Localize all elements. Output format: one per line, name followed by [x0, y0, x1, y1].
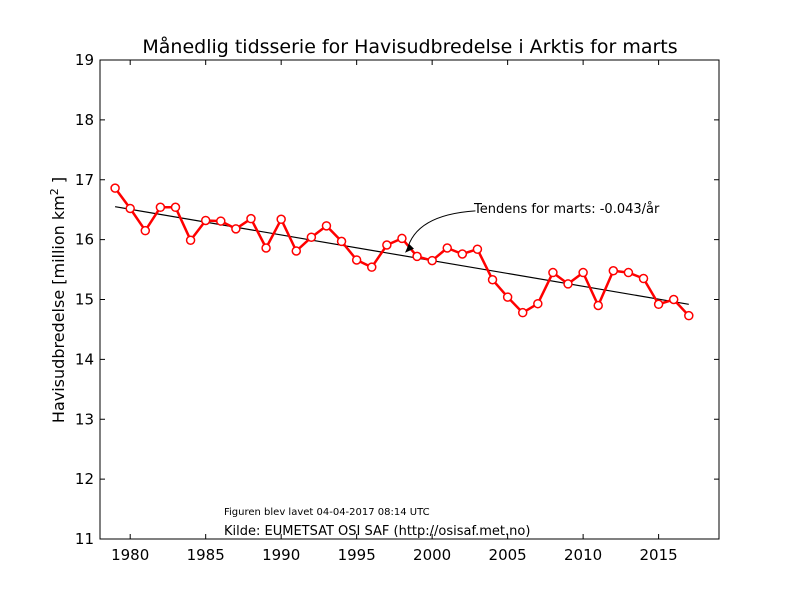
data-point: [457, 249, 468, 259]
data-point: [668, 294, 679, 305]
data-point: [517, 307, 528, 318]
data-point: [306, 232, 317, 242]
data-point: [110, 183, 120, 193]
data-point: [412, 251, 422, 262]
y-tick-label: 11: [75, 530, 94, 548]
data-point: [291, 246, 302, 256]
data-point: [125, 203, 135, 214]
x-tick-label: 1985: [187, 546, 225, 564]
data-point: [200, 215, 211, 226]
data-point: [231, 224, 241, 234]
data-point: [578, 267, 588, 278]
data-point: [487, 274, 498, 285]
data-point: [140, 225, 151, 236]
y-tick-label: 14: [75, 350, 94, 368]
data-point: [623, 267, 634, 278]
x-tick-label: 2000: [413, 546, 451, 564]
x-tick-label: 1995: [338, 546, 376, 564]
data-point: [653, 299, 664, 310]
data-point: [442, 243, 452, 253]
data-point: [170, 202, 181, 213]
x-tick-label: 2005: [489, 546, 527, 564]
y-tick-label: 19: [75, 51, 94, 69]
data-point: [216, 216, 226, 226]
data-point: [367, 262, 377, 272]
x-tick-label: 2015: [640, 546, 678, 564]
data-point: [185, 235, 196, 245]
source-note: Kilde: EUMETSAT OSI SAF (http://osisaf.m…: [224, 524, 530, 539]
y-tick-label: 18: [75, 111, 94, 129]
plot-area: 1980 1985 1990 1995 2000 2005 2010 2015 11 12 13 14…: [75, 51, 720, 564]
y-tick-label: 17: [75, 171, 94, 189]
plot-frame: [99, 59, 720, 540]
data-point: [533, 298, 543, 309]
data-point: [593, 300, 603, 311]
y-tick-label: 15: [75, 291, 94, 309]
data-point: [638, 273, 649, 284]
data-point: [684, 310, 694, 321]
data-point: [261, 243, 271, 253]
x-tick-label: 2010: [564, 546, 602, 564]
chart-title: Månedlig tidsserie for Havisudbredelse i…: [142, 35, 677, 58]
y-tick-label: 12: [75, 470, 94, 488]
data-point: [548, 267, 558, 278]
annotation-arrowhead: [404, 243, 414, 253]
data-point: [472, 244, 483, 254]
data-point: [351, 255, 362, 265]
data-point: [321, 221, 332, 231]
data-point: [336, 236, 347, 247]
data-point: [427, 255, 437, 266]
data-point: [563, 279, 573, 289]
x-tick-label: 1980: [111, 546, 149, 564]
x-tick-label: 1990: [262, 546, 300, 564]
data-point: [502, 292, 513, 302]
data-point: [382, 240, 392, 250]
data-point: [155, 202, 166, 213]
y-tick-label: 13: [75, 410, 94, 428]
created-note: Figuren blev lavet 04-04-2017 08:14 UTC: [224, 507, 430, 518]
data-point: [608, 266, 619, 276]
trend-line: [114, 206, 689, 305]
data-point: [246, 213, 256, 224]
trend-annotation: Tendens for marts: -0.043/år: [473, 202, 660, 217]
y-tick-label: 16: [75, 231, 94, 249]
y-axis-label: Havisudbredelse [million km2 ]: [48, 177, 69, 423]
annotation-arrow: [406, 210, 476, 251]
data-point: [397, 233, 407, 244]
data-point: [276, 214, 286, 225]
